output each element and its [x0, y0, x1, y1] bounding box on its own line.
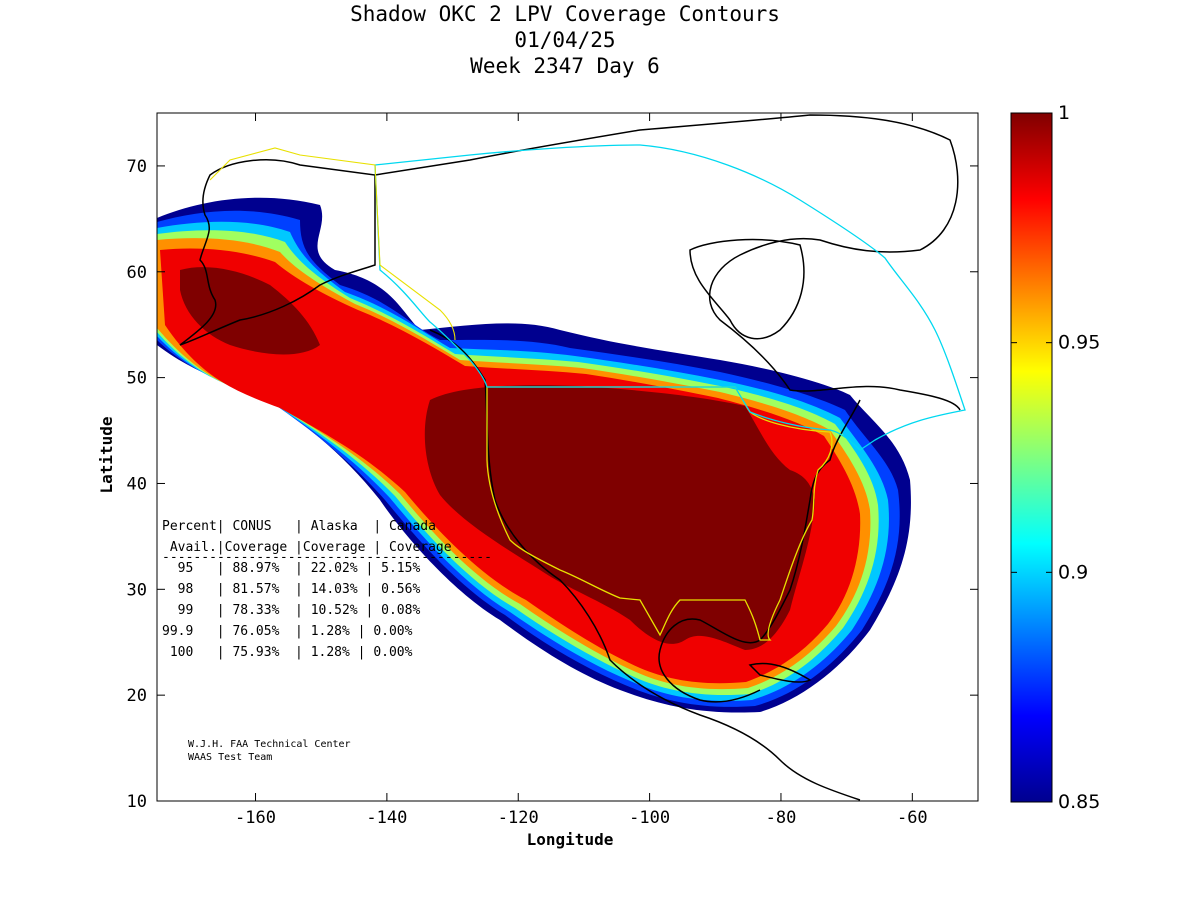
y-tick-label: 40: [127, 474, 147, 494]
table-row: 98 | 81.57% | 14.03% | 0.56%: [162, 582, 420, 597]
table-separator: ----------------------------------------…: [162, 550, 492, 565]
cuba: [748, 662, 812, 683]
y-tick-label: 20: [127, 686, 147, 706]
hudson-bay: [689, 238, 805, 340]
x-tick-label: -120: [498, 808, 539, 828]
y-tick-label: 60: [127, 263, 147, 283]
y-tick-label: 70: [127, 157, 147, 177]
y-tick-label: 50: [127, 369, 147, 389]
colorbar-tick-label: 0.85: [1058, 791, 1100, 813]
conus-boundary: [486, 386, 833, 641]
table-row: 99.9 | 76.05% | 1.28% | 0.00%: [162, 624, 413, 639]
colorbar-tick-label: 1: [1058, 102, 1070, 124]
table-row: 99 | 78.33% | 10.52% | 0.08%: [162, 603, 420, 618]
colorbar-ticks: 1 0.95 0.9 0.85: [1011, 102, 1100, 813]
x-axis-label: Longitude: [527, 830, 614, 849]
alaska-coast: [179, 159, 376, 346]
x-tick-label: -60: [897, 808, 928, 828]
coverage-band-1.0: [180, 267, 815, 650]
y-axis: 70 60 50 40 30 20 10: [127, 157, 978, 812]
title-line-2: 01/04/25: [514, 28, 616, 52]
credit-line-1: W.J.H. FAA Technical Center: [188, 739, 351, 750]
y-axis-label: Latitude: [97, 416, 116, 493]
table-header-1: Percent| CONUS | Alaska | Canada: [162, 519, 436, 534]
alaska-boundary: [209, 147, 456, 341]
x-tick-label: -160: [235, 808, 276, 828]
y-tick-label: 10: [127, 792, 147, 812]
colorbar: [1010, 112, 1053, 803]
canada-coast: [374, 114, 961, 411]
colorbar-tick-label: 0.95: [1058, 332, 1100, 354]
coverage-table: Percent| CONUS | Alaska | Canada Avail.|…: [162, 519, 492, 660]
title-line-1: Shadow OKC 2 LPV Coverage Contours: [350, 2, 780, 26]
x-tick-label: -80: [766, 808, 797, 828]
table-row: 100 | 75.93% | 1.28% | 0.00%: [162, 645, 413, 660]
table-header-2: Avail.|Coverage |Coverage | Coverage: [162, 540, 452, 555]
canada-boundary: [374, 144, 966, 451]
x-tick-label: -100: [629, 808, 670, 828]
plot-frame: [156, 112, 979, 802]
x-tick-label: -140: [366, 808, 407, 828]
colorbar-tick-label: 0.9: [1058, 561, 1088, 583]
title-line-3: Week 2347 Day 6: [470, 54, 660, 78]
table-row: 95 | 88.97% | 22.02% | 5.15%: [162, 561, 420, 576]
credit-line-2: WAAS Test Team: [188, 752, 272, 763]
x-axis: -160 -140 -120 -100 -80 -60: [235, 113, 928, 828]
coverage-contours: [157, 197, 911, 713]
y-tick-label: 30: [127, 580, 147, 600]
